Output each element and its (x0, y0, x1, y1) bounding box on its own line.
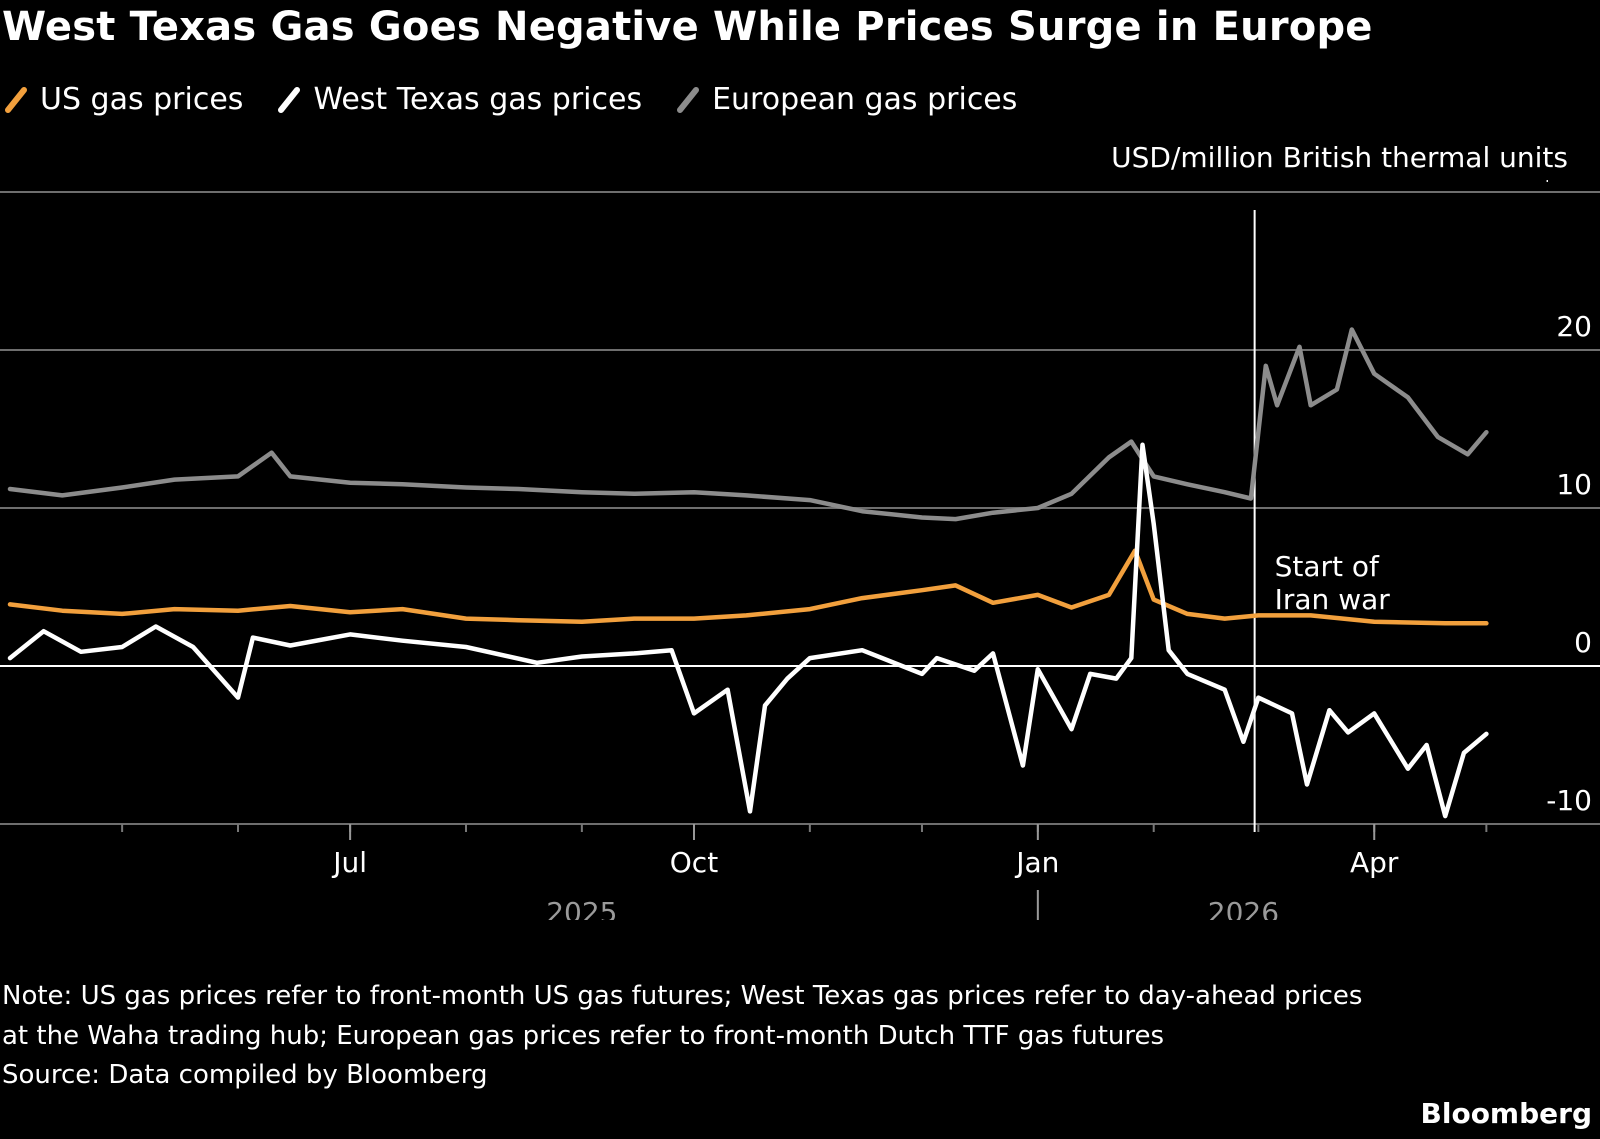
chart-title: West Texas Gas Goes Negative While Price… (2, 4, 1373, 50)
year-label: 2025 (546, 896, 617, 920)
annotation-text: Start of (1275, 550, 1380, 583)
series-line-european-gas-prices (7, 327, 1489, 522)
source: Source: Data compiled by Bloomberg (2, 1060, 488, 1090)
annotation-text: Iran war (1275, 583, 1391, 616)
note: Note: US gas prices refer to front-month… (2, 976, 1362, 1056)
y-tick-label: 20 (1556, 310, 1592, 343)
legend-label-west-texas: West Texas gas prices (313, 82, 643, 117)
x-tick-label: Jul (331, 846, 367, 879)
bloomberg-logo: Bloomberg (1420, 1097, 1592, 1130)
unit-label: USD/million British thermal units (1111, 141, 1568, 174)
legend-swatch-europe (677, 86, 700, 113)
note-line-2: at the Waha trading hub; European gas pr… (2, 1021, 1165, 1051)
series-line-west-texas-gas-prices (7, 442, 1489, 819)
y-tick-label: 0 (1574, 626, 1592, 659)
legend-swatch-west-texas (278, 86, 301, 113)
x-tick-label: Apr (1350, 846, 1399, 879)
legend-label-europe: European gas prices (712, 82, 1018, 117)
legend-item-europe: European gas prices (676, 82, 1017, 117)
y-tick-label: -10 (1546, 784, 1592, 817)
legend-swatch-us (5, 86, 27, 113)
year-label: 2026 (1208, 896, 1279, 920)
x-tick-label: Oct (670, 846, 718, 879)
legend-item-us: US gas prices (4, 82, 243, 117)
note-line-1: Note: US gas prices refer to front-month… (2, 981, 1363, 1011)
x-tick-label: Jan (1014, 846, 1059, 879)
legend: US gas prices West Texas gas prices Euro… (4, 82, 1051, 117)
line-chart: -10 0 10 20 $30 Jul Oct Jan Apr 2025 2026 Start ofI… (0, 180, 1600, 920)
y-tick-label: 10 (1556, 468, 1592, 501)
legend-label-us: US gas prices (40, 82, 244, 117)
series-line-us-gas-prices (7, 548, 1489, 626)
y-tick-label: $30 (1539, 180, 1592, 185)
legend-item-west-texas: West Texas gas prices (277, 82, 642, 117)
